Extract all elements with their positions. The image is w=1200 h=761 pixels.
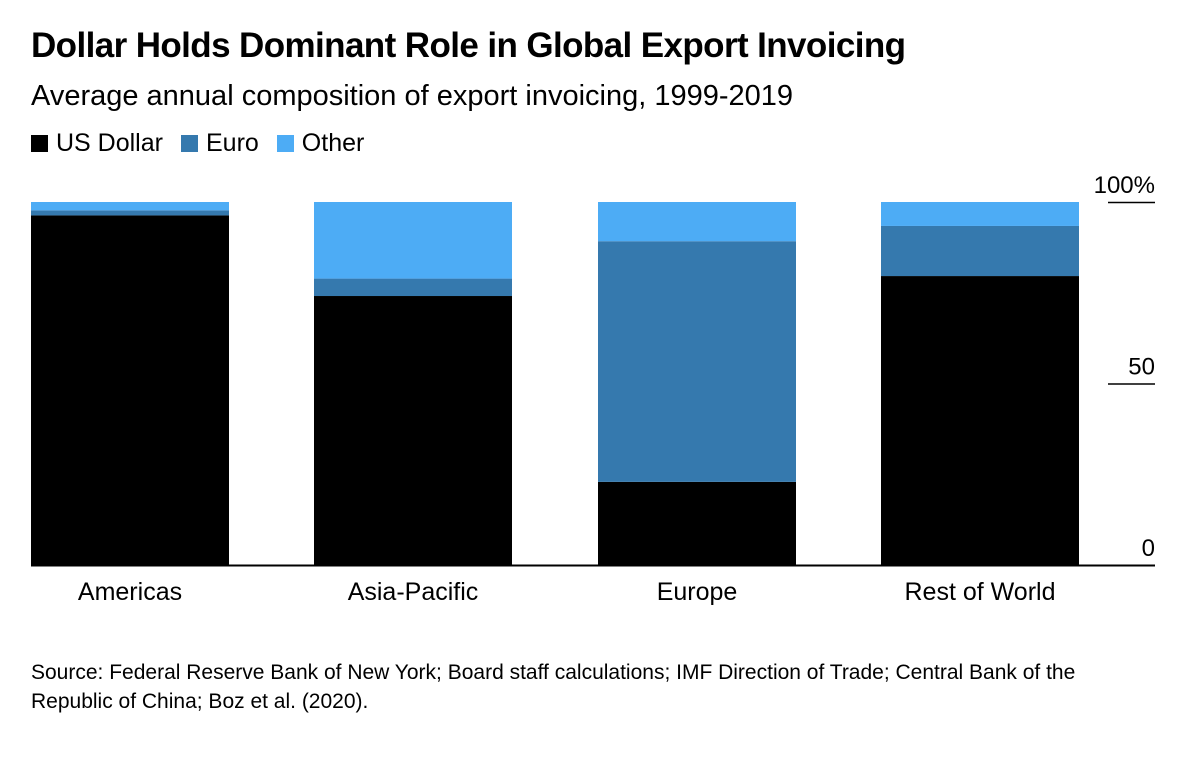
x-tick-label-asia-pacific: Asia-Pacific xyxy=(348,578,479,606)
bar-rest-of-world-euro xyxy=(881,225,1079,277)
bar-asia-pacific-euro xyxy=(314,278,512,297)
chart-title: Dollar Holds Dominant Role in Global Exp… xyxy=(31,26,906,65)
legend-swatch-other xyxy=(276,135,294,152)
x-tick-label-rest-of-world: Rest of World xyxy=(905,578,1056,606)
legend: US Dollar Euro Other xyxy=(31,129,382,158)
legend-label-euro: Euro xyxy=(205,129,259,157)
y-tick-label-50: 50 xyxy=(1128,354,1155,381)
legend-label-us-dollar: US Dollar xyxy=(56,129,163,157)
chart-subtitle: Average annual composition of export inv… xyxy=(31,80,794,112)
bar-asia-pacific-other xyxy=(314,202,512,279)
legend-swatch-euro xyxy=(180,135,198,152)
bar-asia-pacific-us-dollar xyxy=(314,296,512,565)
legend-item-us-dollar: US Dollar xyxy=(31,129,163,158)
bar-americas-us-dollar xyxy=(31,215,229,565)
legend-item-other: Other xyxy=(276,129,365,158)
bar-europe-us-dollar xyxy=(598,481,796,565)
bar-europe-other xyxy=(598,202,796,242)
source-note: Source: Federal Reserve Bank of New York… xyxy=(31,661,1076,713)
bar-rest-of-world-other xyxy=(881,202,1079,226)
bar-europe-euro xyxy=(598,241,796,482)
x-tick-label-americas: Americas xyxy=(78,578,182,606)
x-tick-label-europe: Europe xyxy=(657,578,738,606)
y-tick-label-100: 100% xyxy=(1094,172,1155,199)
bar-americas-euro xyxy=(31,210,229,216)
bar-rest-of-world-us-dollar xyxy=(881,276,1079,565)
legend-item-euro: Euro xyxy=(180,129,259,158)
legend-swatch-us-dollar xyxy=(31,135,48,152)
bar-americas-other xyxy=(31,202,229,211)
legend-label-other: Other xyxy=(301,129,365,157)
y-tick-label-0: 0 xyxy=(1142,535,1155,562)
